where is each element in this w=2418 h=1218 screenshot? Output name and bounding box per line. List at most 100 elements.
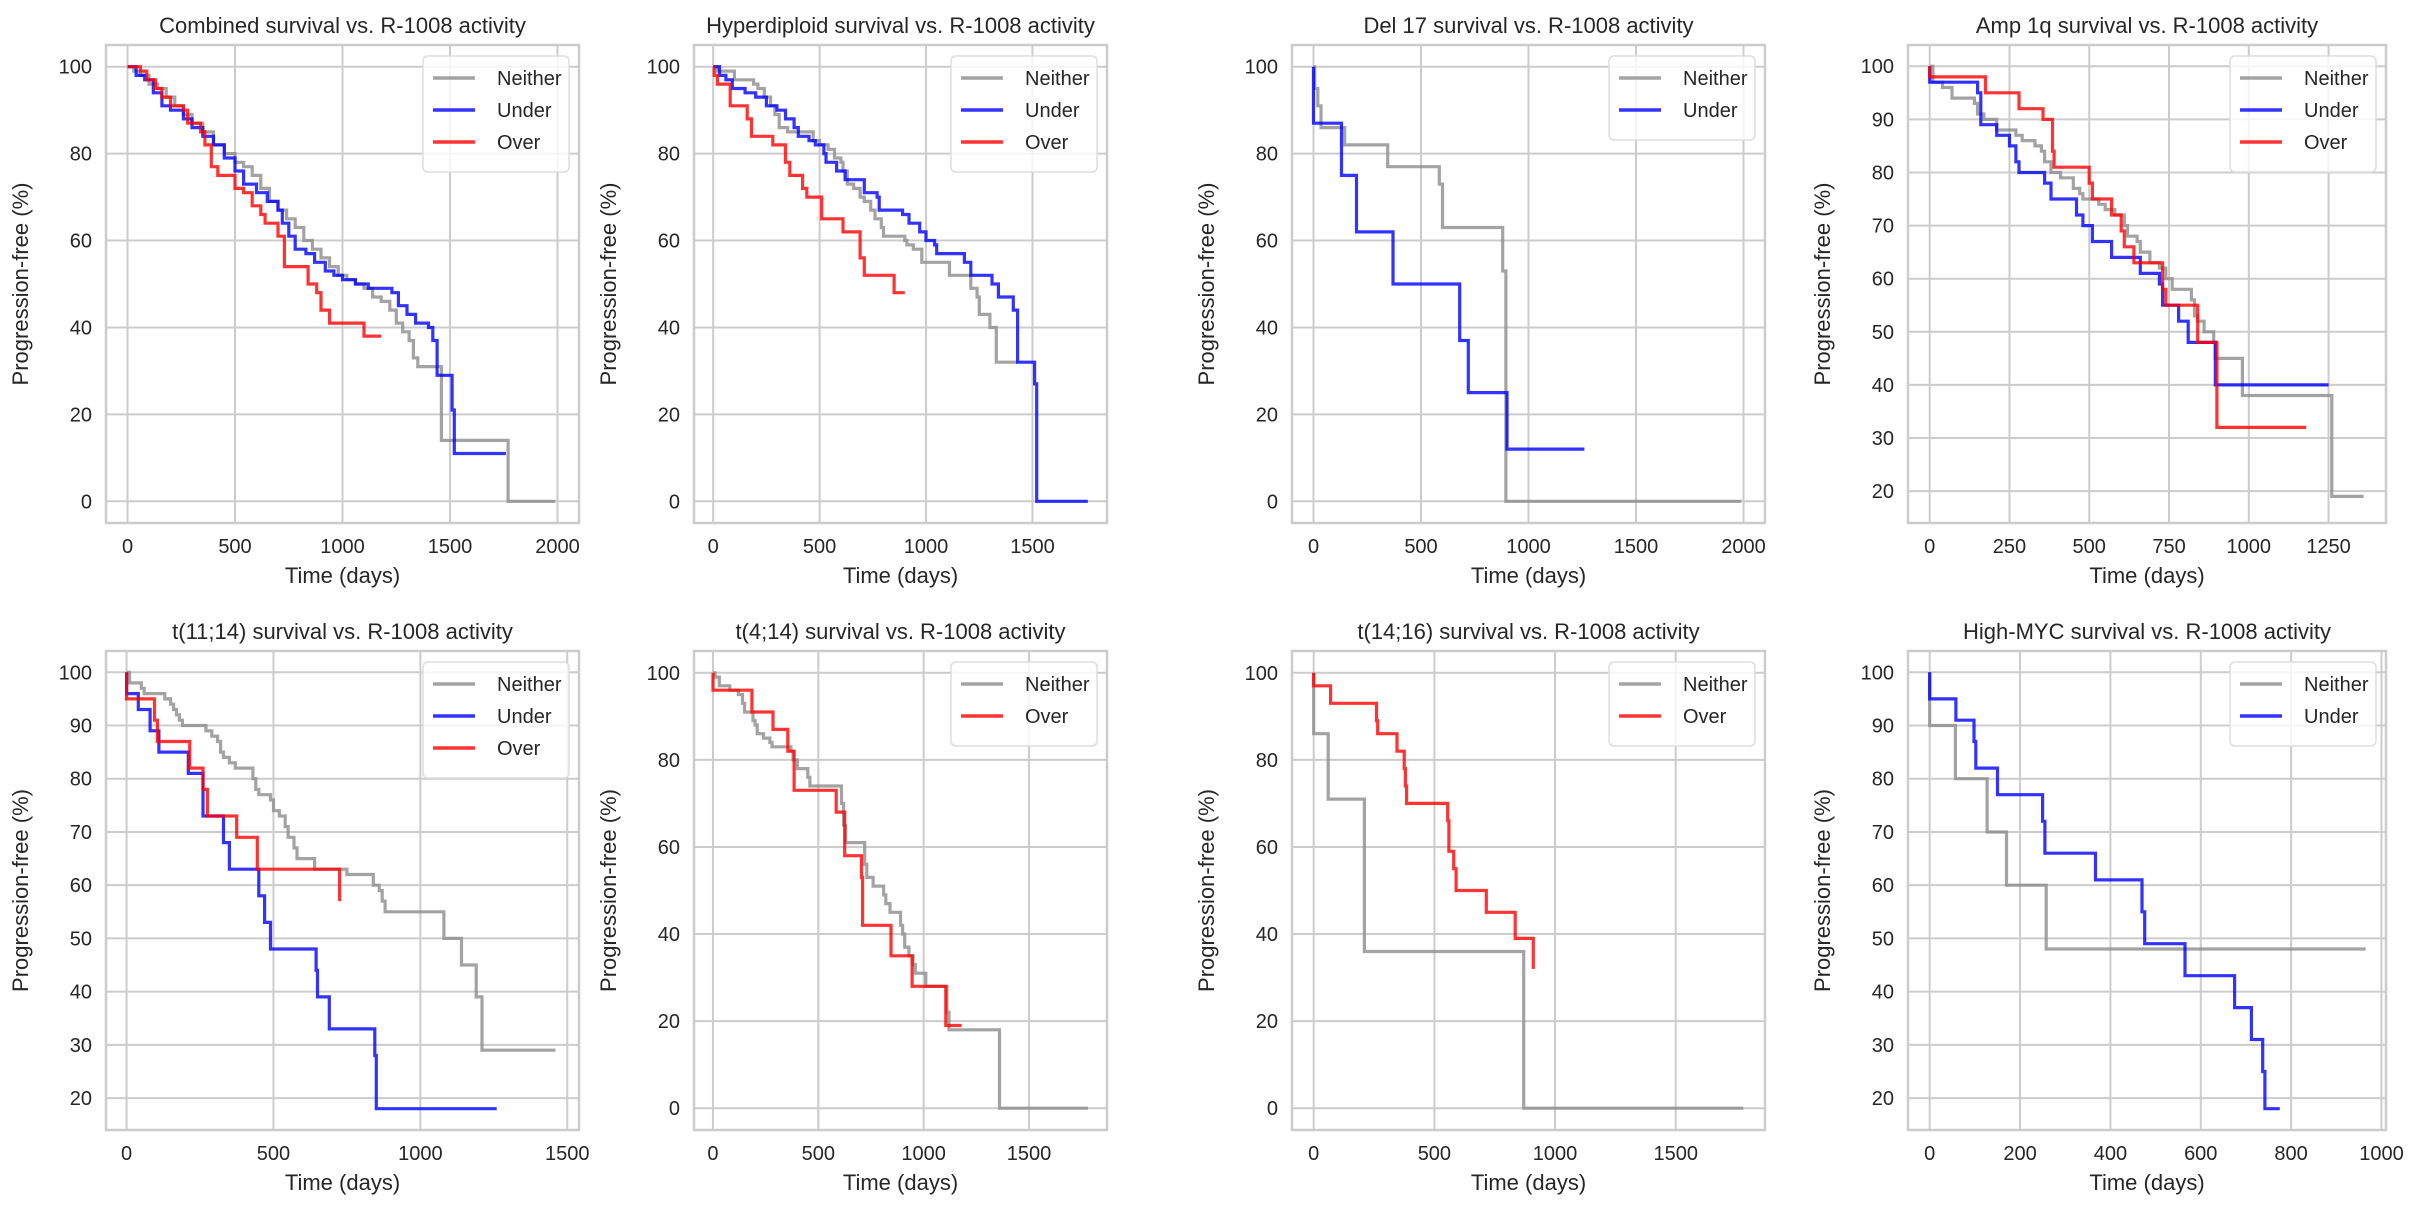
x-tick-label: 200	[2003, 1143, 2036, 1165]
x-tick-label: 1000	[1506, 536, 1551, 558]
legend-label-under: Under	[1025, 100, 1080, 122]
y-tick-label: 80	[1256, 144, 1278, 166]
y-tick-label: 60	[1256, 837, 1278, 859]
x-axis-label: Time (days)	[1471, 563, 1586, 588]
legend-label-under: Under	[2304, 706, 2359, 728]
y-tick-label: 20	[70, 404, 92, 426]
y-axis-label: Progression-free (%)	[1810, 789, 1835, 992]
chart-panel-4: 0 250 500 750 1000 1250 20 30 40 50 60 70 80 90 100 Amp…	[1810, 13, 2388, 588]
x-axis-label: Time (days)	[1471, 1170, 1586, 1195]
y-tick-label: 80	[658, 144, 680, 166]
x-tick-label: 1500	[428, 536, 473, 558]
legend: Neither Under	[1608, 55, 1756, 141]
y-tick-label: 20	[658, 1011, 680, 1033]
series-line-neither	[1312, 672, 1744, 1110]
y-tick-label: 0	[81, 491, 92, 513]
chart-title: Amp 1q survival vs. R-1008 activity	[1976, 13, 2318, 38]
legend: Neither Under Over	[950, 55, 1098, 173]
x-tick-label: 1500	[545, 1143, 590, 1165]
x-tick-label: 0	[121, 1143, 132, 1165]
legend-label-neither: Neither	[1025, 674, 1090, 696]
y-tick-label: 0	[1267, 491, 1278, 513]
x-tick-label: 1500	[1010, 536, 1055, 558]
x-tick-label: 0	[1924, 1143, 1935, 1165]
series-line-over	[1928, 66, 2307, 429]
y-tick-label: 80	[70, 144, 92, 166]
series-line-under	[127, 65, 506, 456]
x-tick-label: 0	[1308, 1143, 1319, 1165]
x-tick-label: 1500	[1653, 1143, 1698, 1165]
x-tick-label: 500	[1404, 536, 1437, 558]
x-tick-label: 400	[2094, 1143, 2127, 1165]
legend-label-under: Under	[2304, 100, 2359, 122]
chart-title: Combined survival vs. R-1008 activity	[159, 13, 526, 38]
legend-label-neither: Neither	[2304, 68, 2369, 90]
y-tick-label: 60	[1256, 231, 1278, 253]
x-tick-label: 0	[1924, 536, 1935, 558]
x-tick-label: 800	[2274, 1143, 2307, 1165]
x-tick-label: 1250	[2306, 536, 2351, 558]
y-tick-label: 20	[1872, 1088, 1894, 1110]
legend: Neither Under Over	[2229, 55, 2377, 173]
y-tick-label: 20	[658, 404, 680, 426]
y-tick-label: 60	[658, 837, 680, 859]
x-tick-label: 0	[707, 1143, 718, 1165]
y-tick-label: 100	[1861, 662, 1894, 684]
series-line-over	[127, 65, 382, 338]
x-tick-label: 0	[708, 536, 719, 558]
chart-title: Del 17 survival vs. R-1008 activity	[1363, 13, 1693, 38]
chart-title: t(11;14) survival vs. R-1008 activity	[172, 619, 513, 644]
y-axis-label: Progression-free (%)	[8, 183, 33, 386]
y-axis-label: Progression-free (%)	[1810, 183, 1835, 386]
x-tick-label: 0	[1308, 536, 1319, 558]
axes-frame	[1906, 649, 2388, 1132]
y-tick-label: 80	[1256, 750, 1278, 772]
x-tick-label: 1000	[398, 1143, 443, 1165]
y-tick-label: 20	[1256, 404, 1278, 426]
legend: Neither Over	[950, 661, 1098, 747]
axes-frame	[692, 649, 1109, 1132]
x-tick-label: 500	[1418, 1143, 1451, 1165]
y-axis-label: Progression-free (%)	[596, 183, 621, 386]
x-tick-label: 500	[257, 1143, 290, 1165]
legend: Neither Under Over	[422, 55, 570, 173]
legend-label-under: Under	[497, 706, 552, 728]
x-tick-label: 1000	[904, 536, 949, 558]
y-tick-label: 40	[70, 317, 92, 339]
y-tick-label: 40	[1872, 375, 1894, 397]
y-tick-label: 20	[70, 1088, 92, 1110]
x-tick-label: 600	[2184, 1143, 2217, 1165]
series-line-under	[125, 672, 497, 1111]
axes-frame	[104, 43, 581, 525]
legend: Neither Under Over	[422, 661, 570, 779]
x-tick-label: 1000	[2359, 1143, 2404, 1165]
y-axis-label: Progression-free (%)	[8, 789, 33, 992]
axes-frame	[1906, 43, 2388, 525]
y-tick-label: 0	[669, 1098, 680, 1120]
x-tick-label: 1000	[901, 1143, 946, 1165]
x-axis-label: Time (days)	[843, 563, 958, 588]
chart-title: t(14;16) survival vs. R-1008 activity	[1357, 619, 1699, 644]
legend: Neither Over	[1608, 661, 1756, 747]
y-tick-label: 20	[1872, 481, 1894, 503]
legend-label-over: Over	[1025, 706, 1069, 728]
legend-label-over: Over	[1683, 706, 1727, 728]
y-axis-label: Progression-free (%)	[1194, 183, 1219, 386]
y-tick-label: 100	[647, 57, 680, 79]
legend-label-neither: Neither	[2304, 674, 2369, 696]
y-tick-label: 60	[70, 231, 92, 253]
y-tick-label: 90	[1872, 716, 1894, 738]
legend-label-neither: Neither	[1683, 68, 1748, 90]
legend: Neither Under	[2229, 661, 2377, 747]
x-tick-label: 500	[803, 536, 836, 558]
y-tick-label: 50	[70, 928, 92, 950]
x-tick-label: 500	[802, 1143, 835, 1165]
y-tick-label: 100	[59, 662, 92, 684]
y-tick-label: 70	[1872, 216, 1894, 238]
series-line-over	[711, 672, 962, 1028]
series-line-under	[1928, 672, 2280, 1111]
x-tick-label: 1000	[2227, 536, 2272, 558]
chart-panel-5: 0 500 1000 1500 20 30 40 50 60 70 80 90 100 t(11;14) …	[8, 619, 589, 1195]
y-tick-label: 100	[59, 57, 92, 79]
